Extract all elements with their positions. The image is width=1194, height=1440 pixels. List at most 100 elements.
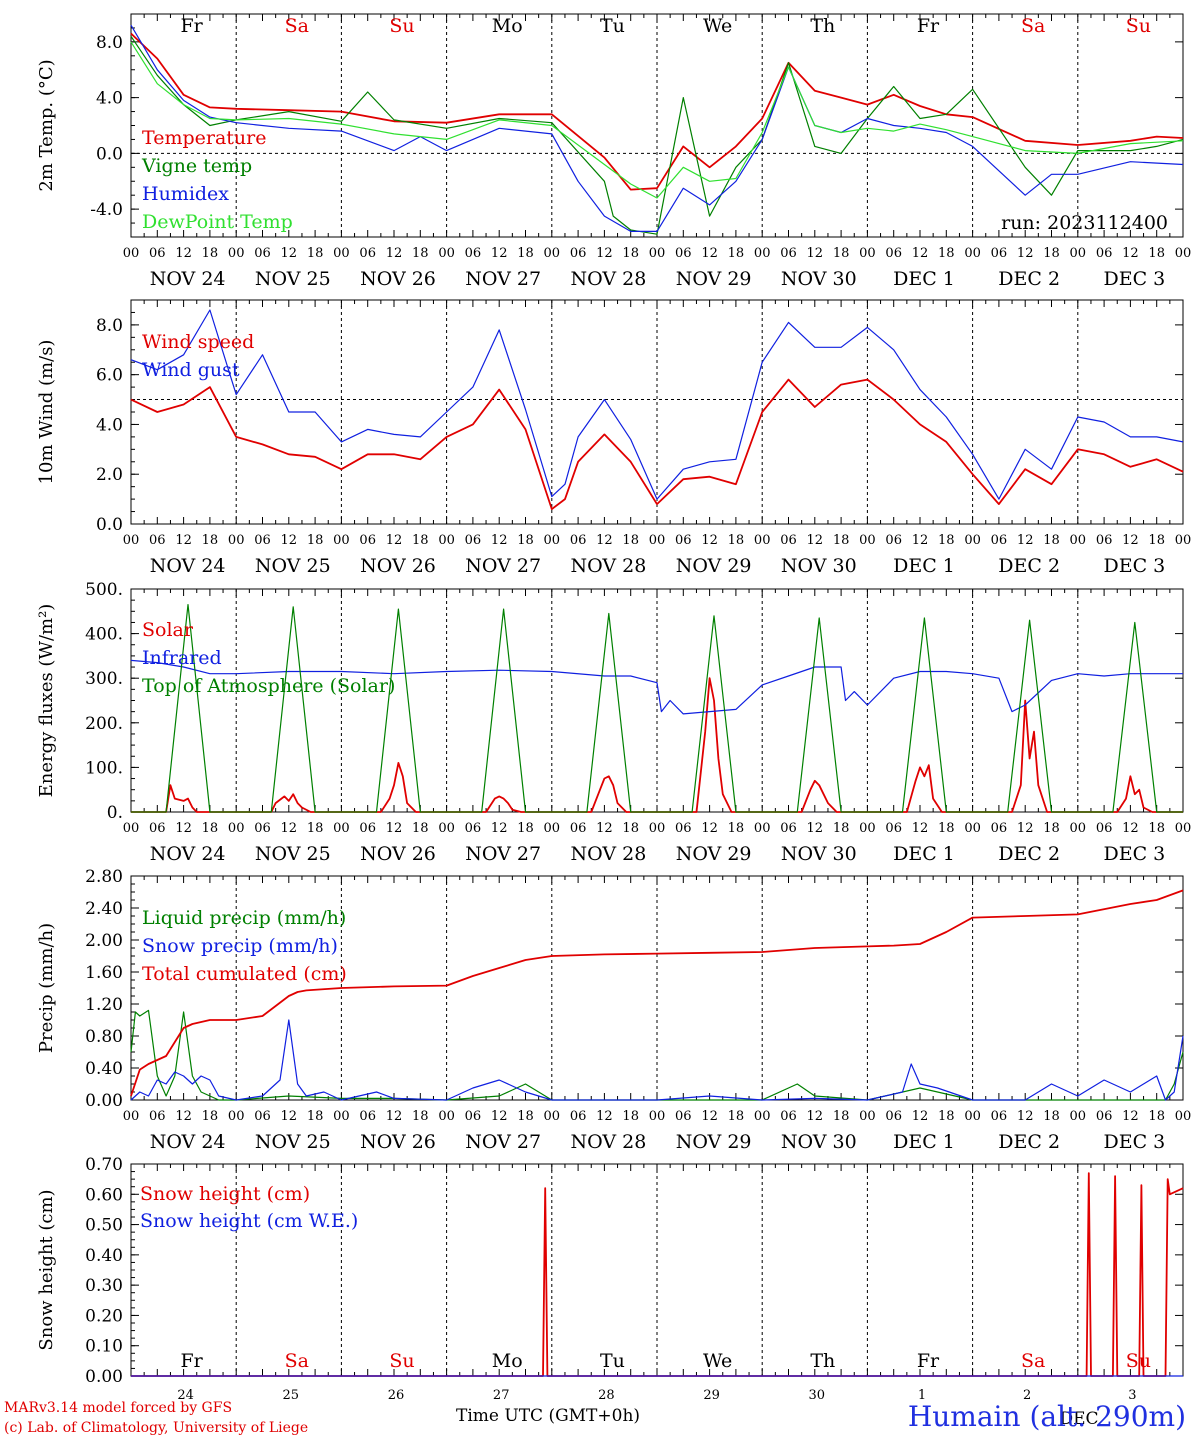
hour-tick-label: 12 bbox=[281, 246, 298, 261]
hour-tick-label: 06 bbox=[570, 1109, 587, 1124]
hour-tick-label: 12 bbox=[491, 821, 508, 836]
date-label: NOV 28 bbox=[570, 843, 646, 865]
panel-3: 0. 100. 200. 300. 400. 500. Energy fluxes (W/m… bbox=[36, 580, 1191, 865]
date-label: NOV 26 bbox=[360, 555, 436, 577]
hour-tick-label: 06 bbox=[885, 533, 902, 548]
hour-tick-label: 00 bbox=[1070, 821, 1087, 836]
hour-tick-label: 12 bbox=[701, 246, 718, 261]
hour-tick-label: 00 bbox=[649, 533, 666, 548]
hour-tick-label: 00 bbox=[228, 1109, 245, 1124]
hour-tick-label: 18 bbox=[307, 533, 324, 548]
date-label: NOV 28 bbox=[570, 268, 646, 290]
hour-tick-label: 06 bbox=[149, 1109, 166, 1124]
hour-tick-label: 12 bbox=[1122, 246, 1139, 261]
day-of-week-label: Th bbox=[810, 15, 835, 37]
date-label: NOV 24 bbox=[150, 1131, 226, 1153]
date-label: NOV 30 bbox=[781, 1131, 857, 1153]
hour-tick-label: 06 bbox=[1096, 821, 1113, 836]
hour-tick-label: 06 bbox=[465, 821, 482, 836]
hour-tick-label: 12 bbox=[1122, 821, 1139, 836]
hour-tick-label: 18 bbox=[622, 821, 639, 836]
hour-tick-label: 12 bbox=[1017, 246, 1034, 261]
legend-entry: Temperature bbox=[142, 127, 266, 149]
hour-tick-label: 06 bbox=[1096, 246, 1113, 261]
date-label: NOV 25 bbox=[255, 268, 331, 290]
y-tick-label: 300. bbox=[85, 669, 123, 689]
y-tick-label: 0.60 bbox=[85, 1185, 123, 1205]
hour-tick-label: 18 bbox=[517, 1109, 534, 1124]
hour-tick-label: 12 bbox=[701, 533, 718, 548]
y-tick-label: 0. bbox=[107, 803, 123, 823]
hour-tick-label: 00 bbox=[859, 1109, 876, 1124]
y-tick-label: 100. bbox=[85, 758, 123, 778]
date-label: NOV 24 bbox=[150, 843, 226, 865]
date-label: DEC 3 bbox=[1104, 268, 1166, 290]
hour-tick-label: 06 bbox=[359, 533, 376, 548]
hour-tick-label: 00 bbox=[1175, 533, 1192, 548]
date-label: NOV 24 bbox=[150, 268, 226, 290]
hour-tick-label: 06 bbox=[675, 1109, 692, 1124]
hour-tick-label: 00 bbox=[649, 1109, 666, 1124]
date-label: NOV 26 bbox=[360, 843, 436, 865]
hour-tick-label: 12 bbox=[596, 533, 613, 548]
hour-tick-label: 00 bbox=[123, 246, 140, 261]
hour-tick-label: 00 bbox=[754, 246, 771, 261]
day-of-week-label: Su bbox=[389, 1350, 414, 1372]
legend-entry: Infrared bbox=[142, 647, 222, 669]
day-of-week-label: Sa bbox=[285, 15, 309, 37]
hour-tick-label: 18 bbox=[728, 533, 745, 548]
hour-tick-label: 06 bbox=[359, 1109, 376, 1124]
hour-tick-label: 12 bbox=[175, 821, 192, 836]
hour-tick-label: 00 bbox=[1175, 1109, 1192, 1124]
day-of-week-label: Fr bbox=[917, 15, 940, 37]
y-tick-label: 8.0 bbox=[96, 316, 123, 336]
hour-tick-label: 12 bbox=[701, 821, 718, 836]
panel-4: 0.00 0.40 0.80 1.20 1.60 2.00 2.40 2.80 Precip (… bbox=[36, 867, 1191, 1153]
hour-tick-label: 00 bbox=[754, 1109, 771, 1124]
hour-tick-label: 12 bbox=[175, 246, 192, 261]
date-label: DEC 1 bbox=[893, 843, 955, 865]
hour-tick-label: 18 bbox=[412, 821, 429, 836]
day-of-week-label: Su bbox=[1126, 1350, 1151, 1372]
date-label: NOV 25 bbox=[255, 555, 331, 577]
series-line-infrared bbox=[130, 659, 1183, 715]
date-label: NOV 25 bbox=[255, 1131, 331, 1153]
hour-tick-label: 06 bbox=[675, 533, 692, 548]
y-tick-label: 0.20 bbox=[85, 1306, 123, 1326]
hour-tick-label: 12 bbox=[912, 246, 929, 261]
hour-tick-label: 06 bbox=[780, 246, 797, 261]
run-label: run: 2023112400 bbox=[1001, 212, 1168, 234]
hour-tick-label: 00 bbox=[859, 246, 876, 261]
date-label: NOV 30 bbox=[781, 268, 857, 290]
hour-tick-label: 06 bbox=[570, 533, 587, 548]
hour-tick-label: 12 bbox=[912, 1109, 929, 1124]
y-tick-label: 6.0 bbox=[96, 366, 123, 386]
hour-tick-label: 00 bbox=[859, 821, 876, 836]
hour-tick-label: 00 bbox=[1070, 533, 1087, 548]
hour-tick-label: 00 bbox=[438, 821, 455, 836]
date-label: DEC 3 bbox=[1104, 843, 1166, 865]
hour-tick-label: 06 bbox=[780, 1109, 797, 1124]
day-of-week-label: Su bbox=[389, 15, 414, 37]
hour-tick-label: 00 bbox=[1070, 1109, 1087, 1124]
hour-tick-label: 00 bbox=[754, 533, 771, 548]
y-tick-label: 0.40 bbox=[85, 1246, 123, 1266]
legend-entry: Top of Atmosphere (Solar) bbox=[142, 675, 395, 697]
hour-tick-label: 00 bbox=[964, 1109, 981, 1124]
series-line-solar bbox=[131, 677, 1183, 813]
hour-tick-label: 00 bbox=[544, 821, 561, 836]
hour-tick-label: 06 bbox=[359, 821, 376, 836]
legend-entry: Humidex bbox=[142, 183, 229, 205]
hour-tick-label: 18 bbox=[1043, 246, 1060, 261]
hour-tick-label: 06 bbox=[991, 821, 1008, 836]
date-label: NOV 26 bbox=[360, 268, 436, 290]
hour-tick-label: 18 bbox=[938, 821, 955, 836]
y-tick-label: 0.00 bbox=[85, 1367, 123, 1387]
series-line-total-cumulated-cm- bbox=[130, 889, 1184, 1097]
y-tick-label: 0.40 bbox=[85, 1059, 123, 1079]
date-label: DEC 1 bbox=[893, 1131, 955, 1153]
y-tick-label: 2.80 bbox=[85, 867, 123, 887]
hour-tick-label: 18 bbox=[833, 821, 850, 836]
y-tick-label: 0.0 bbox=[96, 515, 123, 535]
hour-tick-label: 18 bbox=[833, 1109, 850, 1124]
